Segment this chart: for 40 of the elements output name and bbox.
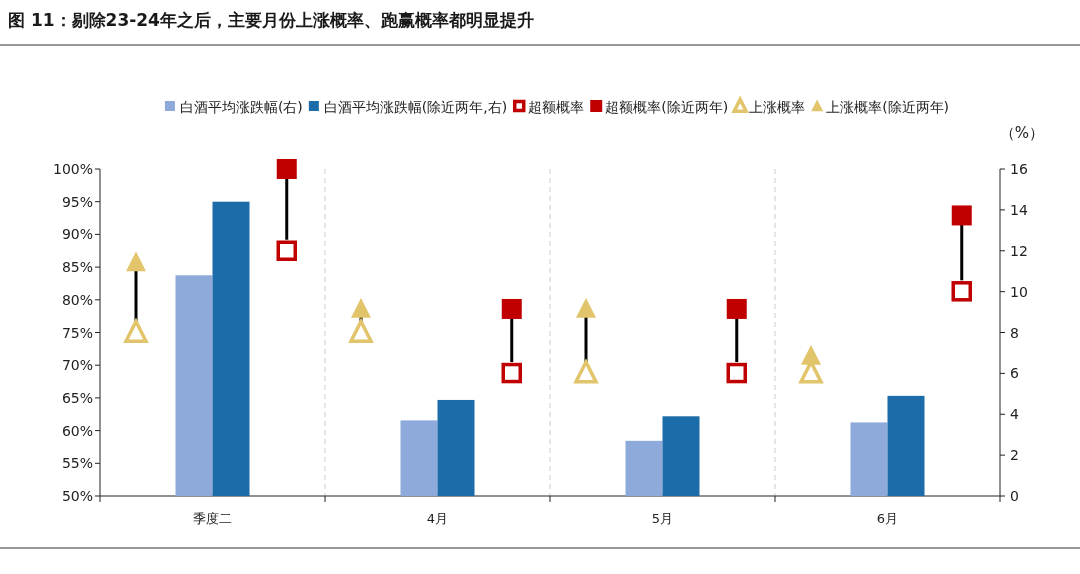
y-tick-label: 80% <box>61 291 93 308</box>
y-tick-label: 70% <box>61 357 93 374</box>
y2-tick-label: 0 <box>1010 488 1019 504</box>
legend-label: 超额概率(除近两年) <box>605 99 729 115</box>
y-tick-label: 95% <box>61 193 93 210</box>
y-tick-label: 100% <box>52 161 93 177</box>
bar <box>625 440 663 496</box>
legend-label: 白酒平均涨跌幅(除近两年,右) <box>323 99 508 115</box>
y-tick-label: 55% <box>61 455 93 472</box>
y-tick-label: 90% <box>61 226 93 243</box>
y-tick-label: 75% <box>61 324 93 341</box>
y2-tick-label: 2 <box>1010 447 1019 464</box>
y2-tick-label: 10 <box>1010 283 1028 300</box>
chart-title: 图 11：剔除23-24年之后，主要月份上涨概率、跑赢概率都明显提升 <box>8 10 534 30</box>
bar <box>175 275 213 496</box>
bar <box>887 395 925 496</box>
y2-tick-label: 6 <box>1010 365 1019 382</box>
y2-tick-label: 8 <box>1010 324 1019 341</box>
y-tick-label: 60% <box>61 422 93 439</box>
bar <box>400 420 438 496</box>
y-tick-label: 50% <box>61 488 93 504</box>
y2-tick-label: 4 <box>1010 406 1019 423</box>
legend-label: 上涨概率 <box>749 99 806 115</box>
y-tick-label: 65% <box>61 389 93 406</box>
y-tick-label: 85% <box>61 259 93 276</box>
x-tick-label: 6月 <box>876 511 899 526</box>
legend-label: 白酒平均涨跌幅(右) <box>179 99 303 115</box>
legend-label: 超额概率 <box>528 99 585 115</box>
bar <box>662 416 700 496</box>
bar <box>212 201 250 496</box>
bar <box>850 422 888 496</box>
y2-tick-label: 14 <box>1010 201 1028 218</box>
x-tick-label: 5月 <box>651 511 674 526</box>
y2-axis-title: （%） <box>999 124 1045 142</box>
x-tick-label: 季度二 <box>193 511 232 526</box>
legend-label: 上涨概率(除近两年) <box>826 99 950 115</box>
y2-tick-label: 12 <box>1010 242 1028 259</box>
bar <box>437 399 475 496</box>
x-tick-label: 4月 <box>426 511 449 526</box>
y2-tick-label: 16 <box>1010 161 1028 177</box>
